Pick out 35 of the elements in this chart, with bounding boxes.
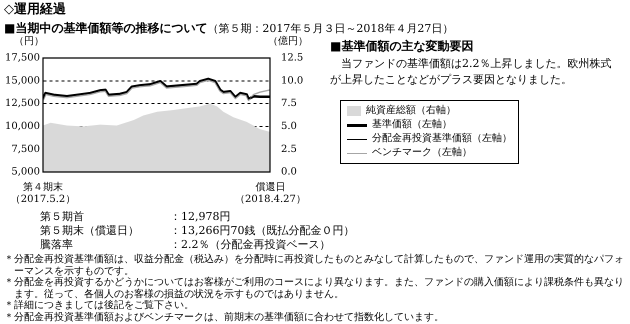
y-tick-label: 15,000 xyxy=(5,75,40,86)
y-tick-label: 7,500 xyxy=(11,144,40,155)
text: 第５期首 xyxy=(40,210,85,224)
y-tick-label: 10,000 xyxy=(5,120,40,132)
text: ：13,266円70銭（既払分配金０円） xyxy=(170,224,354,238)
y2-tick-label: 2.5 xyxy=(281,144,297,155)
legend-label: 純資産総額（右軸） xyxy=(366,104,456,118)
y-tick-label: 5,000 xyxy=(11,166,40,178)
y-tick-label: 17,500 xyxy=(5,52,40,64)
text: （第５期：2017年５月３日～2018年４月27日） xyxy=(207,22,454,35)
text: 当ファンドの基準価額は2.2％上昇しました。欧州株式が上昇したことなどがプラス要因となりました。 xyxy=(330,56,612,88)
text: ＊分配金再投資基準価額は、収益分配金（税込み）を分配時に再投資したものとみなして計算したもので、ファンド運用の実質的なパフォーマンスを示すものです。 xyxy=(4,254,624,276)
text: ＊分配金再投資基準価額およびベンチマークは、前期末の基準価額に合わせて指数化しています。 xyxy=(4,312,445,323)
y2-axis-title: （億円） xyxy=(268,34,308,48)
text: ：2.2％（分配金再投資ベース） xyxy=(170,238,332,252)
text: ：12,978円 xyxy=(170,210,232,224)
chart-title: ■当期中の基準価額等の推移について xyxy=(4,21,208,35)
y2-tick-label: 12.5 xyxy=(281,52,304,64)
x-tick-label: 償還日（2018.4.27） xyxy=(235,182,306,205)
text: 騰落率 xyxy=(40,238,74,252)
text: ＊詳細につきましては後記をご覧下さい。 xyxy=(4,300,195,312)
legend-label: 分配金再投資基準価額（左軸） xyxy=(372,132,512,146)
legend-label: ベンチマーク（左軸） xyxy=(372,146,472,160)
text: ◇運用経過 xyxy=(4,1,66,18)
text: ＊分配金を再投資するかどうかについてはお客様がご利用のコースにより異なります。また、ファンドの購入価額により課税条件も異なります。従って、各個人のお客様の損益の状況を示すものではありません。 xyxy=(4,277,624,300)
text: 第５期末（償還日） xyxy=(40,224,140,238)
y2-tick-label: 10.0 xyxy=(281,75,304,86)
x-tick-label: 第４期末（2017.5.2） xyxy=(10,182,76,205)
y2-tick-label: 7.5 xyxy=(281,98,297,110)
y-axis-title: （円） xyxy=(14,35,44,48)
legend-label: 基準価額（左軸） xyxy=(372,118,452,132)
y2-tick-label: 5.0 xyxy=(281,120,297,132)
y2-tick-label: 0.0 xyxy=(281,166,297,178)
y-tick-label: 12,500 xyxy=(5,98,40,110)
text: ■基準価額の主な変動要因 xyxy=(330,38,474,55)
